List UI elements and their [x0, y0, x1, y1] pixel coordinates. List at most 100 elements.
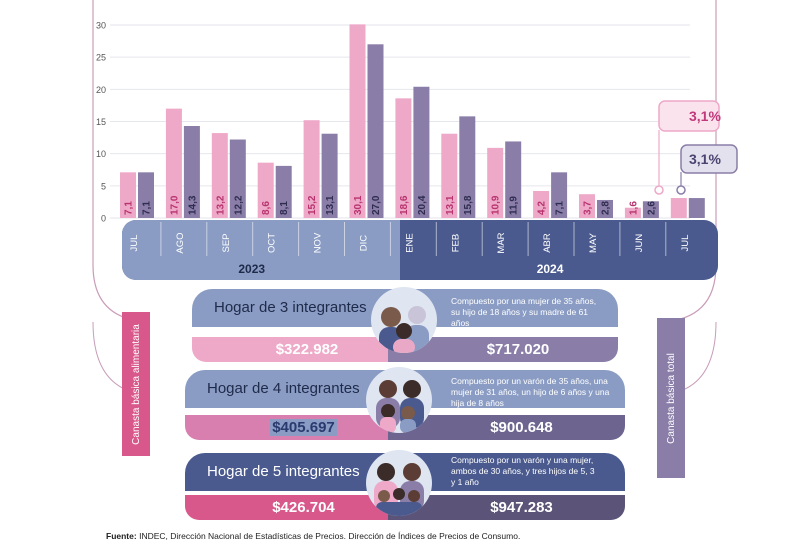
bar — [257, 162, 274, 218]
axis-band-join — [370, 220, 400, 280]
data-label: 4,2 — [537, 201, 548, 215]
callout-purple-text: 3,1% — [689, 151, 721, 167]
data-label: 7,1 — [555, 201, 566, 215]
x-tick-label: MAY — [588, 232, 599, 253]
data-label: 3,7 — [583, 201, 594, 215]
data-label: 7,1 — [142, 201, 153, 215]
y-tick-label: 20 — [96, 85, 106, 95]
bars: 7,1 7,1 17,0 14,3 13,2 12,2 8,6 8,1 15,2 13,1 30,1… — [120, 24, 705, 219]
household-cbt-value: $900.648 — [388, 415, 625, 440]
bar — [441, 133, 458, 218]
data-label: 13,1 — [325, 195, 336, 215]
x-tick-label: JUL — [129, 235, 140, 252]
x-tick-label: FEB — [450, 234, 461, 252]
family-illustration-4 — [366, 367, 432, 433]
x-tick-label: SEP — [221, 233, 232, 252]
household-title: Hogar de 3 integrantes — [214, 299, 367, 316]
axis-band-2023 — [122, 220, 387, 280]
bar — [303, 120, 320, 218]
bar — [211, 133, 228, 218]
y-tick-label: 10 — [96, 149, 106, 159]
data-label: 8,1 — [279, 201, 290, 215]
bar — [275, 165, 292, 218]
source-label: Fuente: — [106, 531, 137, 541]
bar — [459, 116, 476, 218]
bar — [165, 108, 182, 218]
callout-pink-box — [658, 100, 720, 132]
household-description: Compuesto por un varón de 35 años, una m… — [451, 376, 610, 408]
bar — [367, 44, 384, 218]
bar — [642, 201, 659, 218]
household-description: Compuesto por un varón y una mujer, ambo… — [451, 455, 595, 487]
x-tick-label: JUN — [634, 234, 645, 253]
x-tick-label: AGO — [175, 232, 186, 253]
data-label: 2,8 — [601, 201, 612, 215]
bar — [597, 199, 613, 218]
data-label: 8,6 — [261, 201, 272, 215]
data-label: 11,9 — [509, 196, 520, 215]
bar — [533, 190, 550, 218]
callout-purple-dot — [676, 185, 686, 195]
bar — [349, 24, 366, 219]
bar — [138, 172, 154, 218]
data-label: 2,6 — [646, 201, 657, 215]
family-illustration-5 — [366, 450, 432, 516]
bar — [229, 139, 246, 218]
bar — [120, 172, 136, 218]
household-description: Compuesto por una mujer de 35 años, su h… — [451, 296, 597, 328]
data-label: 7,1 — [124, 201, 135, 215]
data-label: 20,4 — [417, 195, 428, 215]
x-tick-label: MAR — [496, 232, 507, 253]
bar — [688, 198, 705, 218]
y-tick-label: 5 — [101, 181, 106, 191]
bar — [395, 98, 412, 218]
bar — [505, 141, 522, 218]
data-label: 17,0 — [169, 195, 180, 215]
side-label-cbt: Canasta básica total — [657, 318, 685, 478]
data-label: 14,3 — [187, 195, 198, 215]
bar — [413, 86, 430, 218]
year-label: 2023 — [238, 262, 265, 276]
bar — [321, 133, 338, 218]
callout-purple-box — [680, 144, 738, 174]
data-label: 15,8 — [463, 195, 474, 215]
y-axis: 0 5 10 15 20 25 30 — [96, 21, 106, 224]
year-label: 2024 — [537, 262, 564, 276]
y-tick-label: 25 — [96, 53, 106, 63]
side-label-cba-text: Canasta básica alimentaria — [130, 323, 142, 445]
bar — [670, 198, 687, 218]
household-title: Hogar de 4 integrantes — [207, 380, 360, 397]
data-label: 1,6 — [628, 201, 639, 215]
side-label-cba: Canasta básica alimentaria — [122, 312, 150, 456]
data-label: 12,2 — [233, 195, 244, 215]
y-tick-label: 0 — [101, 214, 106, 224]
bar — [624, 207, 641, 218]
bar — [551, 172, 568, 218]
y-tick-label: 30 — [96, 21, 106, 31]
bar — [183, 126, 200, 218]
bar — [579, 194, 595, 218]
family-illustration-3 — [371, 287, 437, 353]
household-title: Hogar de 5 integrantes — [207, 463, 360, 480]
data-label: 27,0 — [371, 195, 382, 215]
x-tick-label: JUL — [680, 235, 691, 252]
data-label: 10,9 — [491, 195, 502, 215]
x-tick-label: ENE — [404, 233, 415, 253]
year-labels: 2023 2024 — [238, 262, 563, 276]
callout-pink-text: 3,1% — [689, 108, 721, 124]
callout-pink-dot — [654, 185, 664, 195]
household-cba-value: $322.982 — [192, 337, 422, 362]
y-tick-label: 15 — [96, 117, 106, 127]
x-tick-label: NOV — [313, 232, 324, 253]
x-tick-label: DIC — [359, 235, 370, 252]
source-note: Fuente: INDEC, Dirección Nacional de Est… — [106, 531, 520, 541]
x-tick-label: OCT — [267, 233, 278, 253]
bar — [487, 147, 504, 218]
data-label: 30,1 — [353, 195, 364, 215]
x-tick-label: ABR — [542, 233, 553, 253]
data-label: 15,2 — [307, 195, 318, 215]
x-labels: JUL AGO SEP OCT NOV DIC ENE FEB MAR ABR MAY JUN JUL — [129, 222, 691, 256]
side-label-cbt-text: Canasta básica total — [665, 352, 677, 444]
data-label: 13,1 — [445, 195, 456, 215]
source-text: INDEC, Dirección Nacional de Estadística… — [139, 531, 521, 541]
